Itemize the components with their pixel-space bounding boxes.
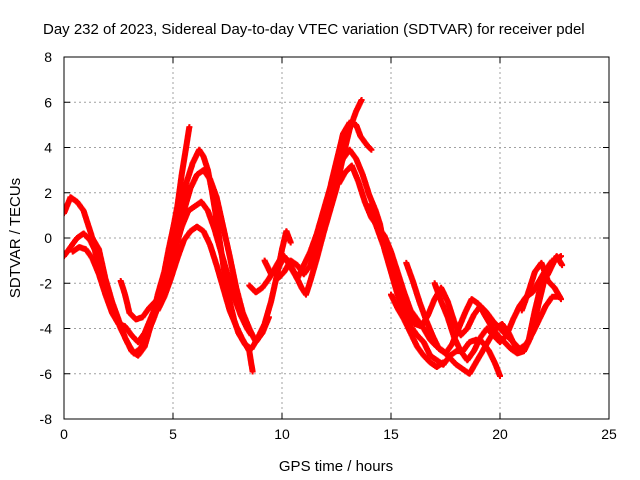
y-tick-label: 2 [44,185,52,201]
axis-ticks [63,56,610,420]
data-points [64,97,566,379]
series-sat-4 [117,198,255,339]
x-tick-label: 0 [60,426,68,442]
series-sat-5 [154,223,256,375]
x-tick-label: 20 [492,426,508,442]
series-sat-7 [261,119,375,282]
chart-title: Day 232 of 2023, Sidereal Day-to-day VTE… [43,21,585,38]
x-tick-label: 10 [274,426,290,442]
series-marker-trail [261,119,375,282]
series-marker-trail [117,198,255,339]
x-tick-label: 5 [169,426,177,442]
y-axis-label: SDTVAR / TECUs [7,178,24,298]
x-tick-label: 15 [383,426,399,442]
series-marker-trail [154,223,256,375]
y-tick-label: -8 [40,411,53,427]
y-tick-label: 0 [44,230,52,246]
y-tick-label: 6 [44,94,52,110]
series-marker-trail [518,259,564,314]
x-tick-labels: 0 5 10 15 20 25 [60,426,617,442]
series-sat-14 [518,259,564,314]
x-axis-label: GPS time / hours [279,458,393,475]
series-marker-trail [388,291,447,370]
y-tick-label: 8 [44,49,52,65]
y-tick-label: -2 [40,275,53,291]
y-tick-labels: 8 6 4 2 0 -2 -4 -6 -8 [40,49,53,427]
y-tick-label: 4 [44,140,52,156]
grid-lines [64,57,609,419]
y-tick-label: -4 [40,321,53,337]
series-sat-13 [388,291,447,370]
x-tick-label: 25 [601,426,617,442]
y-tick-label: -6 [40,366,53,382]
